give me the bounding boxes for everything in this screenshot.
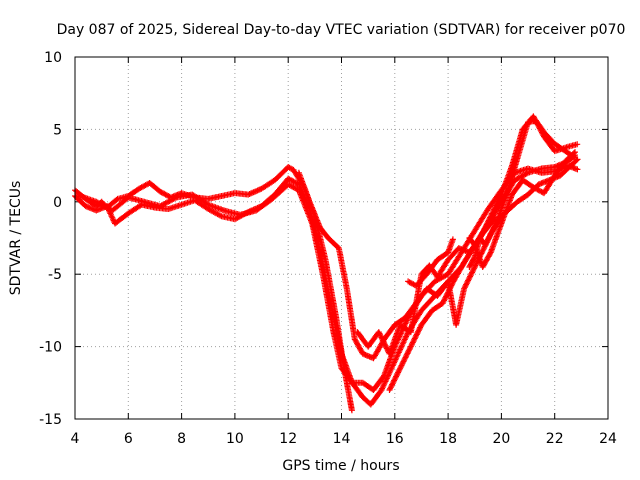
- y-axis-label: SDTVAR / TECUs: [8, 181, 24, 296]
- data-point: [488, 211, 495, 218]
- data-point: [387, 384, 394, 391]
- data-point: [447, 285, 454, 292]
- plot-frame: [74, 56, 609, 420]
- y-tick-label: -15: [39, 412, 62, 428]
- series-track-e: [354, 113, 581, 357]
- data-point: [441, 297, 448, 304]
- data-points: [72, 113, 581, 414]
- x-tick-label: 12: [279, 431, 297, 447]
- data-point: [491, 215, 498, 222]
- data-point: [533, 118, 540, 125]
- data-point: [465, 277, 472, 284]
- data-point: [348, 407, 355, 414]
- data-point: [497, 192, 504, 199]
- x-tick-label: 10: [226, 431, 244, 447]
- data-point: [395, 368, 402, 374]
- x-tick-label: 22: [546, 431, 564, 447]
- data-point: [492, 214, 499, 221]
- data-point: [415, 327, 422, 334]
- y-tick-label: 10: [44, 50, 62, 66]
- data-point: [496, 195, 503, 202]
- x-tick-label: 20: [492, 431, 510, 447]
- data-point: [393, 372, 400, 379]
- chart-title: Day 087 of 2025, Sidereal Day-to-day VTE…: [57, 22, 626, 38]
- y-tick-label: -10: [39, 340, 62, 356]
- data-point: [535, 122, 542, 129]
- data-point: [449, 236, 456, 243]
- data-point: [471, 265, 478, 272]
- data-point: [403, 351, 410, 358]
- data-point: [487, 250, 493, 257]
- data-point: [471, 255, 478, 262]
- grid: [75, 57, 608, 419]
- data-point: [401, 355, 408, 362]
- data-point: [490, 207, 497, 214]
- series-track-i: [466, 214, 499, 249]
- data-point: [572, 149, 578, 156]
- data-point: [463, 281, 470, 288]
- data-point: [574, 166, 581, 173]
- x-tick-label: 18: [439, 431, 457, 447]
- x-tick-label: 8: [177, 431, 186, 447]
- x-tick-label: 6: [124, 431, 133, 447]
- data-point: [574, 141, 581, 148]
- data-point: [480, 246, 487, 253]
- data-point: [530, 113, 537, 120]
- data-point: [379, 337, 386, 344]
- y-tick-label: 0: [53, 195, 62, 211]
- x-tick-label: 4: [71, 431, 80, 447]
- data-point: [570, 150, 577, 157]
- y-tick-label: 5: [53, 122, 62, 138]
- x-axis-label: GPS time / hours: [282, 458, 399, 474]
- series-track-f: [386, 149, 578, 393]
- x-tick-label: 14: [333, 431, 351, 447]
- data-point: [574, 156, 581, 163]
- axis-ticks: 4 6 8 10 12 14 16 18 20 22 24 -15 -10 -5 0 5 10: [39, 50, 617, 447]
- y-tick-label: -5: [48, 267, 62, 283]
- data-point: [409, 339, 416, 346]
- data-point: [573, 157, 580, 164]
- data-point: [538, 129, 545, 136]
- series-track-g: [466, 156, 581, 270]
- series-track-h: [405, 236, 456, 289]
- x-tick-label: 16: [386, 431, 404, 447]
- x-tick-label: 24: [599, 431, 617, 447]
